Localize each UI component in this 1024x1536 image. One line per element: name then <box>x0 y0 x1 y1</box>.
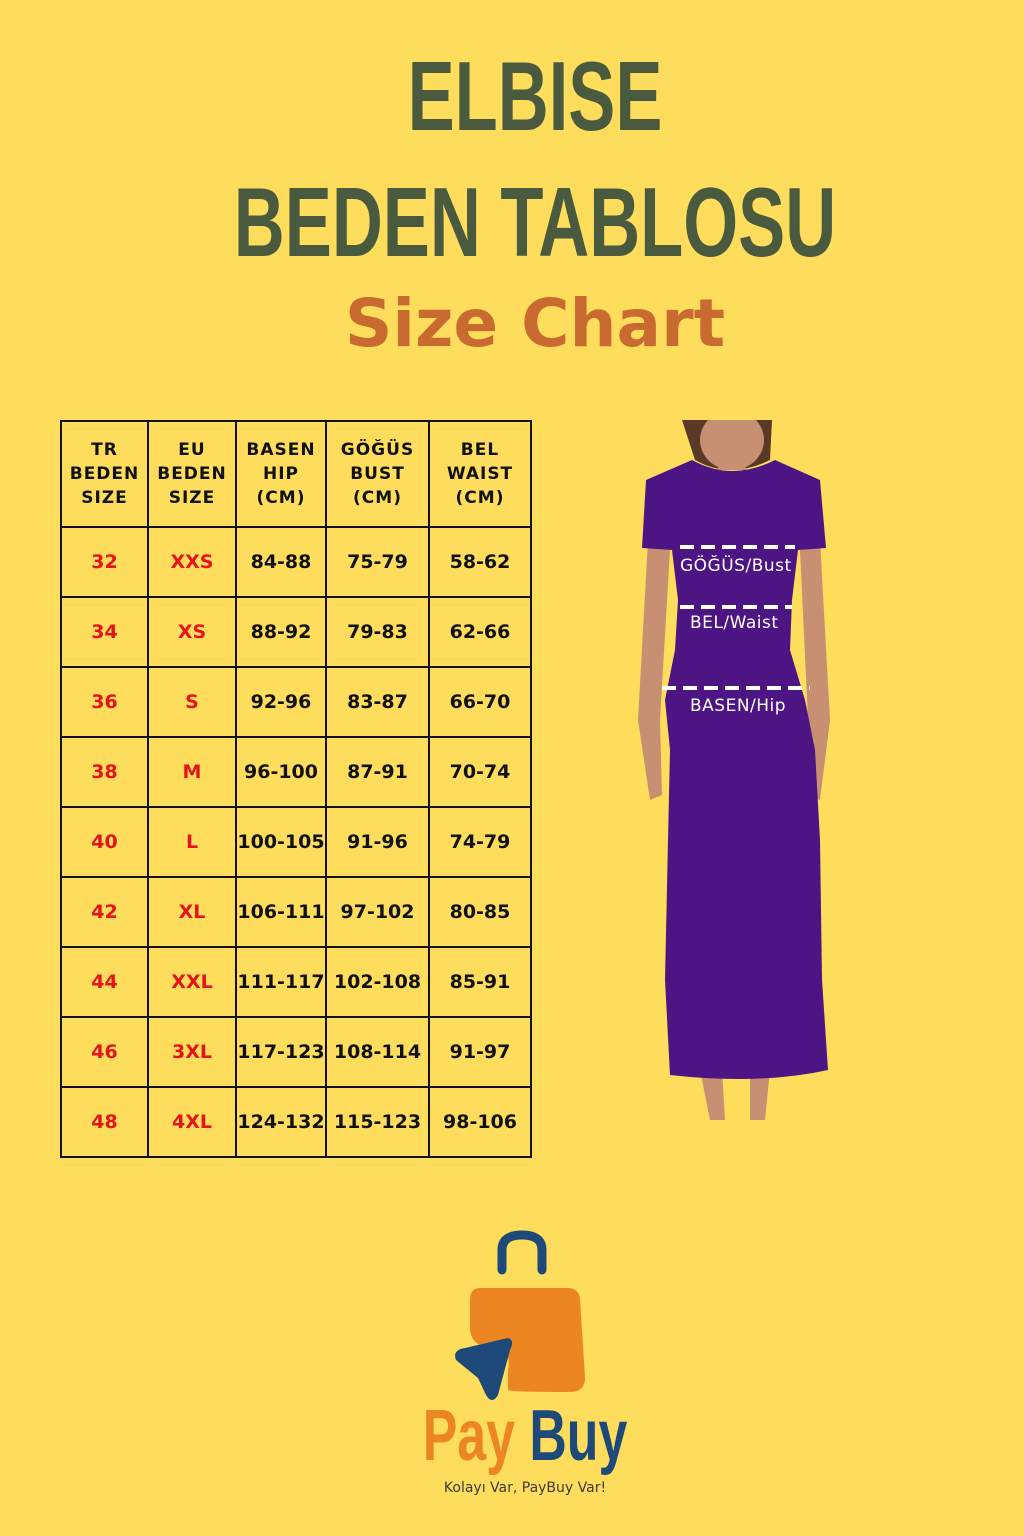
paybuy-logo-icon <box>455 1230 585 1400</box>
waist-cell: 80-85 <box>428 876 532 948</box>
column-header-line: (CM) <box>353 488 402 508</box>
subtitle: Size Chart <box>344 285 726 362</box>
tr-size-cell: 36 <box>60 666 149 738</box>
column-header-line: BUST <box>350 464 405 484</box>
column-header-line: SIZE <box>168 488 216 508</box>
tr-size-cell: 46 <box>60 1016 149 1088</box>
eu-size-cell: XS <box>147 596 237 668</box>
column-header: GÖĞÜS BUST (CM) <box>325 420 430 528</box>
column-header: EU BEDEN SIZE <box>147 420 237 528</box>
bust-cell: 97-102 <box>325 876 430 948</box>
tr-size-cell: 44 <box>60 946 149 1018</box>
eu-size-cell: 3XL <box>147 1016 237 1088</box>
bust-cell: 108-114 <box>325 1016 430 1088</box>
eu-size-cell: XXS <box>147 526 237 598</box>
hip-cell: 92-96 <box>235 666 327 738</box>
column-header-line: TR <box>91 440 118 460</box>
column-header-line: BEL <box>460 440 500 460</box>
bust-cell: 87-91 <box>325 736 430 808</box>
hip-cell: 100-105 <box>235 806 327 878</box>
column-header-line: (CM) <box>455 488 505 508</box>
tr-size-cell: 48 <box>60 1086 149 1158</box>
column-header-line: (CM) <box>256 488 306 508</box>
bust-cell: 83-87 <box>325 666 430 738</box>
title-line-1: ELBISE <box>407 41 663 151</box>
tr-size-cell: 42 <box>60 876 149 948</box>
brand-wordmark: Pay Buy <box>147 1395 903 1477</box>
bust-cell: 102-108 <box>325 946 430 1018</box>
waist-cell: 58-62 <box>428 526 532 598</box>
eu-size-cell: M <box>147 736 237 808</box>
brand-pay: Pay <box>422 1396 515 1476</box>
column-header-line: BASEN <box>246 440 316 460</box>
column-header-line: GÖĞÜS <box>340 440 415 460</box>
waist-cell: 91-97 <box>428 1016 532 1088</box>
hip-cell: 111-117 <box>235 946 327 1018</box>
bust-cell: 79-83 <box>325 596 430 668</box>
bust-label: GÖĞÜS/Bust <box>680 556 792 576</box>
table-row: 38 M 96-100 87-91 70-74 <box>60 736 532 808</box>
column-header: BEL WAIST (CM) <box>428 420 532 528</box>
waist-label: BEL/Waist <box>690 613 779 633</box>
waist-cell: 85-91 <box>428 946 532 1018</box>
bust-cell: 91-96 <box>325 806 430 878</box>
tr-size-cell: 34 <box>60 596 149 668</box>
hip-label: BASEN/Hip <box>690 696 787 716</box>
hip-cell: 106-111 <box>235 876 327 948</box>
hip-cell: 84-88 <box>235 526 327 598</box>
table-row: 36 S 92-96 83-87 66-70 <box>60 666 532 738</box>
column-header: TR BEDEN SIZE <box>60 420 149 528</box>
column-header-line: HIP <box>262 464 299 484</box>
column-header-line: BEDEN <box>157 464 227 484</box>
tr-size-cell: 38 <box>60 736 149 808</box>
hip-cell: 96-100 <box>235 736 327 808</box>
column-header: BASEN HIP (CM) <box>235 420 327 528</box>
table-row: 48 4XL 124-132 115-123 98-106 <box>60 1086 532 1158</box>
table-header-row: TR BEDEN SIZE EU BEDEN SIZE BASEN HIP (CM) GÖĞÜS B… <box>60 420 532 528</box>
column-header-line: WAIST <box>446 464 514 484</box>
tr-size-cell: 32 <box>60 526 149 598</box>
waist-cell: 70-74 <box>428 736 532 808</box>
hip-cell: 124-132 <box>235 1086 327 1158</box>
column-header-line: SIZE <box>81 488 128 508</box>
waist-cell: 66-70 <box>428 666 532 738</box>
table-row: 34 XS 88-92 79-83 62-66 <box>60 596 532 668</box>
hip-cell: 117-123 <box>235 1016 327 1088</box>
table-row: 32 XXS 84-88 75-79 58-62 <box>60 526 532 598</box>
size-table: TR BEDEN SIZE EU BEDEN SIZE BASEN HIP (CM) GÖĞÜS B… <box>60 420 532 1158</box>
dress-model-figure: GÖĞÜS/Bust BEL/Waist BASEN/Hip <box>630 410 840 1125</box>
tr-size-cell: 40 <box>60 806 149 878</box>
column-header-line: BEDEN <box>69 464 140 484</box>
brand-tagline: Kolayı Var, PayBuy Var! <box>443 1480 607 1496</box>
waist-cell: 74-79 <box>428 806 532 878</box>
table-row: 44 XXL 111-117 102-108 85-91 <box>60 946 532 1018</box>
eu-size-cell: XL <box>147 876 237 948</box>
brand-buy: Buy <box>529 1396 628 1476</box>
bust-cell: 115-123 <box>325 1086 430 1158</box>
column-header-line: EU <box>178 440 206 460</box>
dress-illustration <box>638 410 830 1120</box>
table-row: 42 XL 106-111 97-102 80-85 <box>60 876 532 948</box>
table-row: 46 3XL 117-123 108-114 91-97 <box>60 1016 532 1088</box>
waist-cell: 62-66 <box>428 596 532 668</box>
waist-cell: 98-106 <box>428 1086 532 1158</box>
table-row: 40 L 100-105 91-96 74-79 <box>60 806 532 878</box>
bust-cell: 75-79 <box>325 526 430 598</box>
title-line-2: BEDEN TABLOSU <box>233 167 837 277</box>
eu-size-cell: 4XL <box>147 1086 237 1158</box>
eu-size-cell: S <box>147 666 237 738</box>
hip-cell: 88-92 <box>235 596 327 668</box>
eu-size-cell: L <box>147 806 237 878</box>
eu-size-cell: XXL <box>147 946 237 1018</box>
